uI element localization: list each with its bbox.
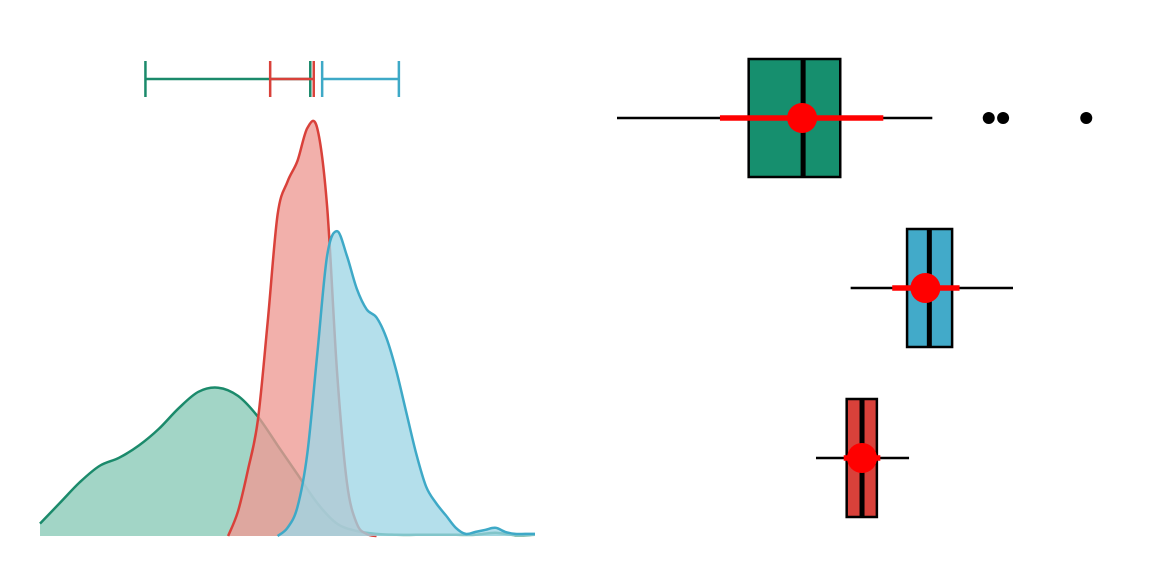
box-outlier-1-3: [1080, 112, 1093, 124]
density-panel: [39, 61, 536, 538]
density-line-3: [276, 229, 535, 538]
box-mean-point-2: [910, 273, 941, 303]
box-mean-point-1: [787, 103, 818, 133]
box-mean-point-3: [847, 443, 878, 473]
density-areas: [39, 119, 536, 538]
box-outlier-1-2: [997, 112, 1010, 124]
box-outlier-1-1: [982, 112, 995, 124]
interval-bars: [144, 61, 401, 97]
density-area-3: [277, 231, 535, 536]
boxplot-panel: [617, 57, 1093, 519]
